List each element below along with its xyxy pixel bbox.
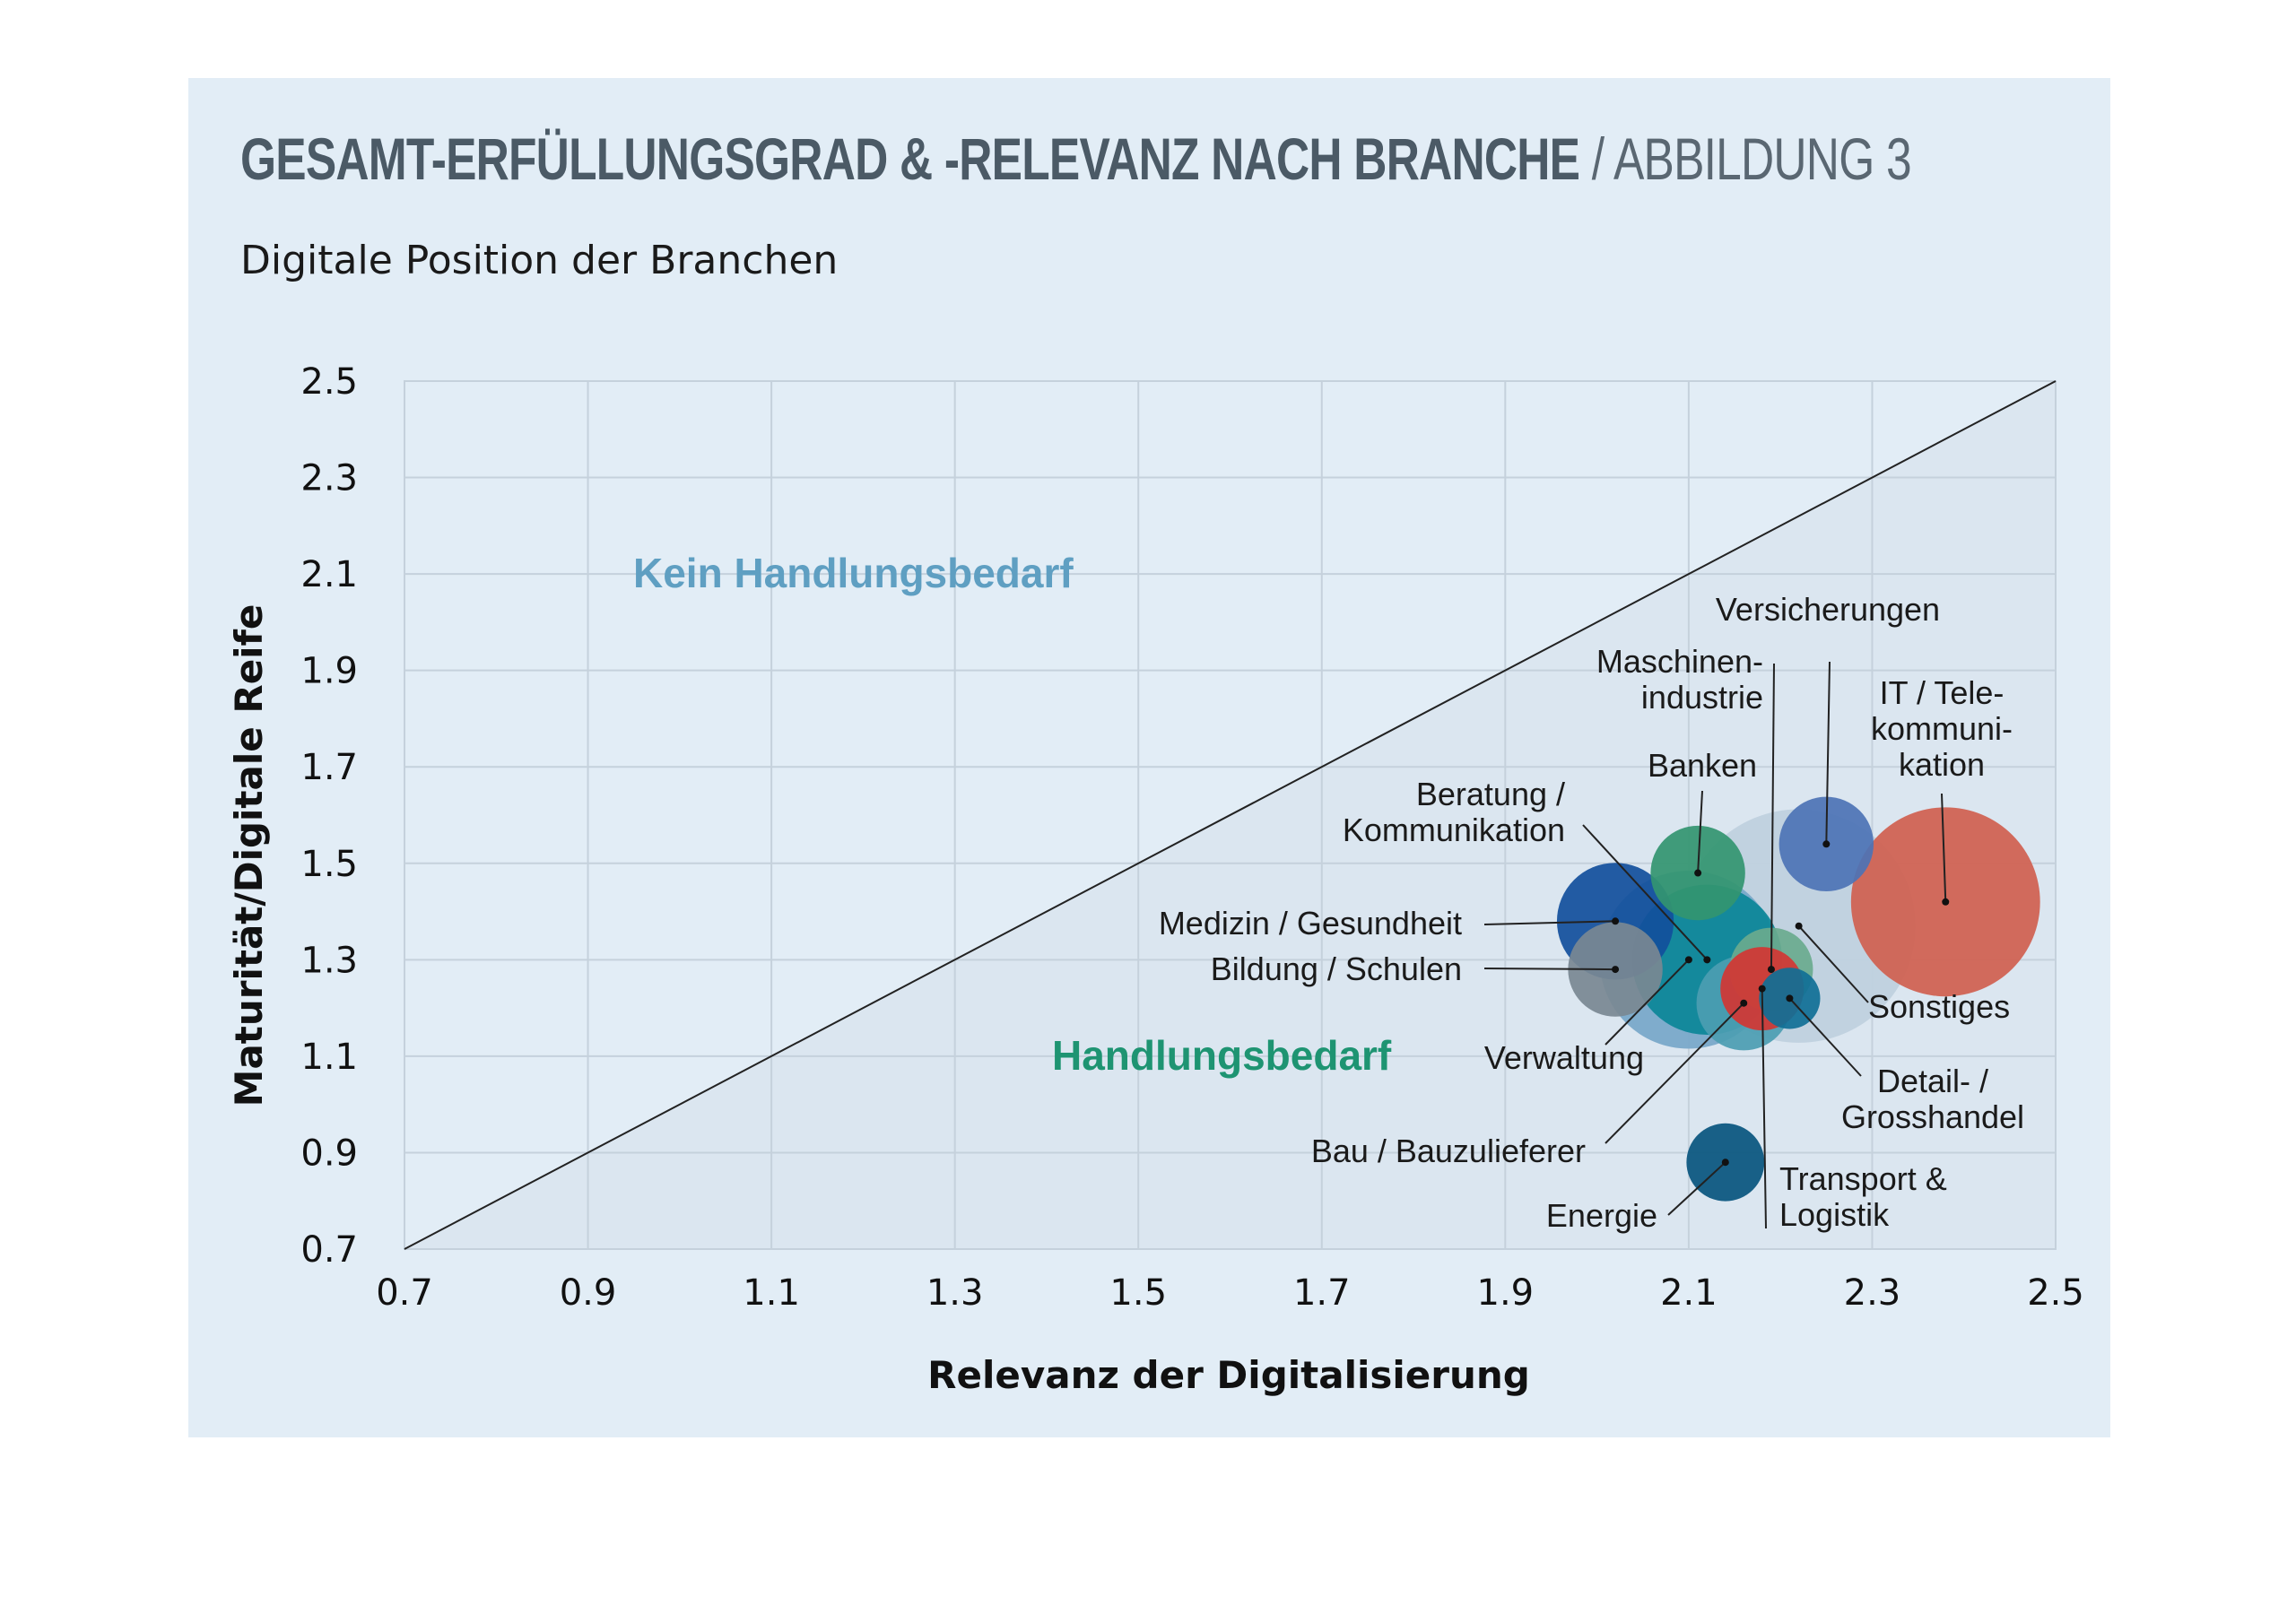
y-tick-label: 1.9 [300,651,358,692]
point-label-line: Sonstiges [1868,988,2010,1025]
y-tick-label: 1.5 [300,844,358,885]
point-label-line: Bau / Bauzulieferer [1311,1133,1586,1169]
leader-lines [1483,661,1950,1229]
leader-line [1605,1002,1744,1144]
leader-line [1770,663,1775,970]
point-label: Bildung / Schulen [1211,950,1462,987]
x-tick-label: 0.7 [376,1272,433,1314]
point-label: Maschinen-industrie [1596,643,1763,716]
x-tick-label: 2.3 [1844,1272,1901,1314]
x-tick-label: 2.1 [1660,1272,1718,1314]
leader-line [1788,997,1862,1077]
y-axis-label: Maturität/Digitale Reife [227,604,271,1107]
point-marker [1612,917,1620,925]
diagonal-line [404,380,2057,1250]
axis-ticks: 0.7 0.9 1.1 1.3 1.5 1.7 1.9 2.1 2.3 2.5 0.7 0.9 1.1 1… [300,361,2083,1314]
point-label-line: Kommunikation [1343,812,1565,848]
point-marker [1694,869,1702,877]
leader-line [1761,988,1767,1229]
point-marker [1795,922,1803,930]
point-marker [1786,994,1794,1002]
y-tick-label: 1.7 [300,747,358,788]
point-marker [1822,840,1831,848]
x-tick-label: 1.9 [1477,1272,1535,1314]
x-tick-label: 1.5 [1109,1272,1167,1314]
point-marker [1703,956,1711,964]
leader-line [1483,968,1616,971]
point-label-line: Beratung / [1416,776,1565,812]
point-label: Transport & Logistik [1779,1160,1947,1233]
title-suffix: / ABBILDUNG 3 [1579,126,1912,192]
point-label: Bau / Bauzulieferer [1311,1133,1586,1169]
point-label-line: Versicherungen [1716,591,1940,628]
point-label: Medizin / Gesundheit [1159,905,1462,942]
point-label-line: industrie [1641,679,1763,716]
point-label-line: kommuni- [1871,710,2013,747]
x-tick-label: 2.5 [2027,1272,2084,1314]
zone-labels: Kein Handlungsbedarf Handlungsbedarf [633,550,1392,1079]
point-label-line: Medizin / Gesundheit [1159,905,1462,942]
y-tick-label: 0.7 [300,1229,358,1271]
point-label-line: Bildung / Schulen [1211,950,1462,987]
point-marker [1767,966,1775,974]
leader-line [1825,661,1831,845]
leader-line [1582,824,1709,961]
point-marker [1740,999,1748,1007]
title-main: GESAMT-ERFÜLLUNGSGRAD & -RELEVANZ NACH B… [240,126,1580,192]
point-marker [1942,898,1950,906]
zone-label: Kein Handlungsbedarf [633,550,1074,596]
y-tick-label: 1.3 [300,940,358,981]
point-marker [1684,956,1692,964]
point-marker [1758,985,1766,993]
point-label-line: Verwaltung [1484,1039,1644,1076]
leader-line [1697,790,1703,873]
point-label-line: Banken [1648,747,1757,784]
point-label-line: Energie [1546,1197,1657,1234]
point-label-line: IT / Tele- [1880,674,2005,711]
y-tick-label: 2.1 [300,554,358,595]
leader-line [1483,920,1616,925]
point-label-line: Transport & [1779,1160,1947,1197]
point-label-line: Detail- / [1877,1063,1988,1099]
point-label: Verwaltung [1484,1039,1644,1076]
x-tick-label: 1.1 [743,1272,800,1314]
x-tick-label: 1.3 [926,1272,984,1314]
point-marker [1612,966,1620,974]
point-label-line: kation [1899,746,1985,783]
point-label-line: Logistik [1779,1196,1890,1233]
leader-line [1605,959,1690,1046]
point-label: Detail- / Grosshandel [1841,1063,2024,1135]
point-label: Sonstiges [1868,988,2010,1025]
point-marker [1721,1159,1729,1167]
point-label: Beratung / Kommunikation [1343,776,1565,848]
leader-line [1797,925,1869,1003]
y-tick-label: 2.3 [300,458,358,499]
point-label: Versicherungen [1716,591,1940,628]
point-label: Energie [1546,1197,1657,1234]
y-tick-label: 2.5 [300,361,358,403]
point-label: IT / Tele-kommuni-kation [1871,674,2013,783]
point-label-line: Maschinen- [1596,643,1763,680]
chart-subtitle: Digitale Position der Branchen [240,238,839,283]
point-label-line: Grosshandel [1841,1098,2024,1135]
chart-title: GESAMT-ERFÜLLUNGSGRAD & -RELEVANZ NACH B… [240,125,1912,193]
point-label: Banken [1648,747,1757,784]
point-labels: Sonstiges IT / Tele-kommuni-kation Versich… [1159,591,2024,1234]
leader-line [1941,793,1947,902]
leader-line [1667,1161,1726,1216]
x-tick-label: 1.7 [1293,1272,1351,1314]
reference-diagonal [404,380,2057,1250]
x-tick-label: 0.9 [560,1272,617,1314]
y-tick-label: 0.9 [300,1133,358,1174]
y-tick-label: 1.1 [300,1037,358,1078]
zone-label: Handlungsbedarf [1052,1032,1392,1079]
x-axis-label: Relevanz der Digitalisierung [927,1353,1530,1397]
